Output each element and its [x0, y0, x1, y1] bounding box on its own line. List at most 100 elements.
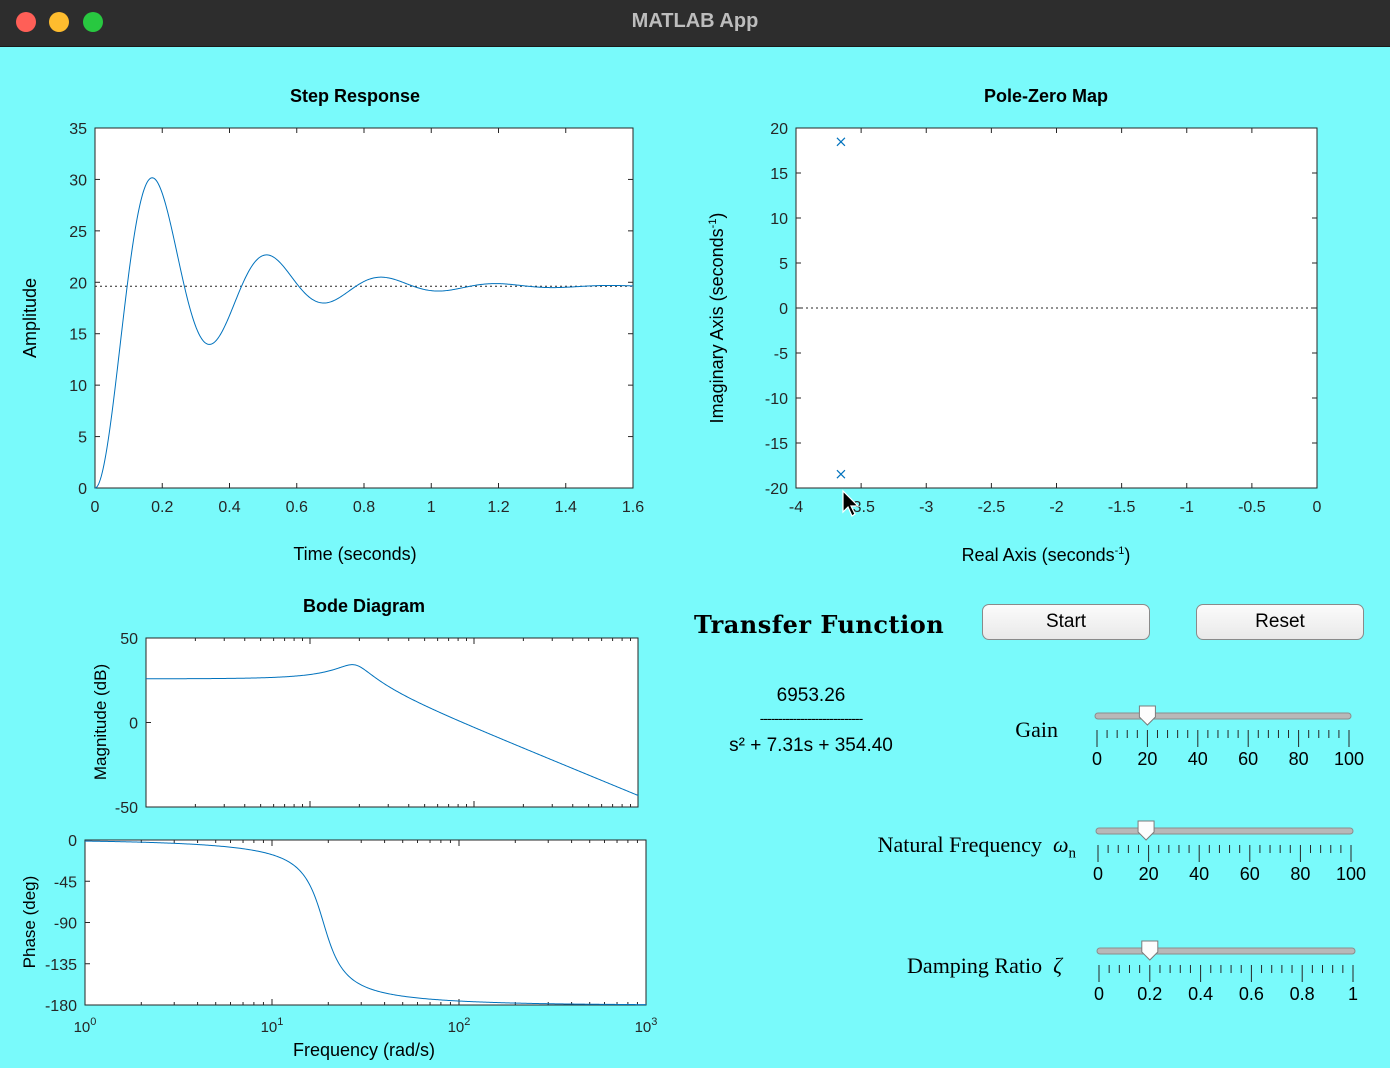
- natural-frequency-slider-ticks: [1097, 845, 1352, 862]
- step-response-ylabel: Amplitude: [20, 278, 40, 358]
- pz-ytick-label: -20: [765, 481, 788, 498]
- window-title: MATLAB App: [631, 10, 759, 32]
- step-ytick-label: 20: [69, 275, 87, 292]
- damping-ratio-slider-tick-label: 0.4: [1188, 984, 1213, 1004]
- pz-ytick-label: -15: [765, 436, 788, 453]
- pz-ytick-label: -10: [765, 391, 788, 408]
- bode-magnitude-ylabel: Magnitude (dB): [91, 664, 110, 780]
- step-response-xlabel: Time (seconds): [293, 544, 416, 564]
- pole-zero-xlabel: Real Axis (seconds-1): [962, 545, 1131, 565]
- step-xtick-label: 0: [91, 499, 100, 516]
- pole-marker: [836, 137, 846, 147]
- bode-chart[interactable]: Bode Diagram 100 101 102 103 -50 0 50 -180 -135 -…: [20, 596, 657, 1060]
- start-button[interactable]: Start: [982, 604, 1150, 640]
- gain-slider-tick-label: 80: [1289, 749, 1309, 769]
- bode-xtick-label: 101: [261, 1016, 284, 1036]
- bode-xlabel: Frequency (rad/s): [293, 1040, 435, 1060]
- natural-frequency-slider-tick-label: 40: [1189, 864, 1209, 884]
- bode-phase-ytick-label: -180: [45, 998, 77, 1015]
- bode-phase-ytick-label: -45: [54, 874, 77, 891]
- bode-phase-ytick-label: -90: [54, 916, 77, 933]
- step-response-chart[interactable]: Step Response 0 0.2 0.4 0.6 0.8 1 1.2 1.4 1.6 0 5 1…: [20, 86, 644, 564]
- pz-ytick-label: 15: [770, 166, 788, 183]
- bode-mag-ytick-label: 50: [120, 631, 138, 648]
- pz-ytick-label: -5: [774, 346, 788, 363]
- step-ytick-label: 0: [78, 481, 87, 498]
- damping-ratio-slider-track[interactable]: [1096, 947, 1356, 955]
- pz-ytick-label: 0: [779, 301, 788, 318]
- gain-slider-tick-label: 20: [1137, 749, 1157, 769]
- step-response-axes: [94, 127, 634, 489]
- pz-ytick-label: 5: [779, 256, 788, 273]
- step-xtick-label: 0.6: [286, 499, 308, 516]
- damping-ratio-slider-tick-label: 0.2: [1137, 984, 1162, 1004]
- step-xtick-label: 0.4: [218, 499, 240, 516]
- bode-mag-ytick-label: 0: [129, 716, 138, 733]
- step-xtick-label: 1.6: [622, 499, 644, 516]
- tf-numerator: 6953.26: [776, 685, 846, 706]
- step-ytick-label: 15: [69, 327, 87, 344]
- natural-frequency-slider-tick-label: 80: [1290, 864, 1310, 884]
- step-ytick-label: 30: [69, 172, 87, 189]
- bode-xtick-label: 103: [635, 1016, 658, 1036]
- natural-frequency-slider[interactable]: 0 20 40 60 80 100: [1093, 820, 1366, 884]
- step-xtick-label: 0.2: [151, 499, 173, 516]
- gain-slider[interactable]: 0 20 40 60 80 100: [1092, 705, 1364, 769]
- pole-zero-title: Pole-Zero Map: [984, 86, 1108, 106]
- natural-frequency-slider-tick-label: 100: [1336, 864, 1366, 884]
- step-ytick-label: 35: [69, 121, 87, 138]
- natural-frequency-slider-tick-label: 60: [1240, 864, 1260, 884]
- zoom-window-button[interactable]: [83, 12, 103, 32]
- natural-frequency-slider-label: Natural Frequency ωn: [877, 832, 1076, 862]
- step-xtick-label: 0.8: [353, 499, 375, 516]
- step-ytick-label: 10: [69, 378, 87, 395]
- pz-xtick-label: -4: [789, 499, 803, 516]
- pz-xtick-label: -1.5: [1108, 499, 1136, 516]
- pole-zero-chart[interactable]: Pole-Zero Map -4 -3.5 -3 -2.5 -2 -1.5 -1 -0.5 0-…: [707, 86, 1322, 565]
- step-ytick-label: 25: [69, 224, 87, 241]
- tf-divider: ----------------------------: [759, 710, 864, 726]
- tf-denominator: s² + 7.31s + 354.40: [729, 735, 893, 756]
- step-xtick-label: 1.4: [555, 499, 577, 516]
- damping-ratio-slider[interactable]: 0 0.2 0.4 0.6 0.8 1: [1094, 940, 1358, 1004]
- step-response-curve: [94, 177, 634, 489]
- step-response-title: Step Response: [290, 86, 420, 106]
- damping-ratio-slider-tick-label: 0.6: [1239, 984, 1264, 1004]
- pole-zero-ylabel: Imaginary Axis (seconds-1): [707, 213, 727, 424]
- gain-slider-tick-label: 40: [1188, 749, 1208, 769]
- bode-phase-axes: [84, 839, 647, 1006]
- pz-xtick-label: -3: [919, 499, 933, 516]
- bode-phase-curve: [84, 840, 647, 1006]
- gain-slider-tick-label: 0: [1092, 749, 1102, 769]
- pz-xtick-label: -0.5: [1238, 499, 1266, 516]
- natural-frequency-slider-thumb[interactable]: [1137, 820, 1155, 841]
- close-window-button[interactable]: [16, 12, 36, 32]
- damping-ratio-slider-thumb[interactable]: [1141, 940, 1159, 961]
- mouse-cursor: [842, 489, 860, 517]
- damping-ratio-slider-ticks: [1098, 965, 1354, 982]
- bode-phase-ytick-label: 0: [68, 833, 77, 850]
- minimize-window-button[interactable]: [49, 12, 69, 32]
- gain-slider-thumb[interactable]: [1138, 705, 1156, 726]
- bode-magnitude-axes: [145, 637, 639, 808]
- damping-ratio-slider-tick-label: 0.8: [1290, 984, 1315, 1004]
- title-bar: MATLAB App: [0, 0, 1390, 47]
- bode-phase-ylabel: Phase (deg): [20, 876, 39, 969]
- gain-slider-tick-label: 100: [1334, 749, 1364, 769]
- natural-frequency-slider-tick-label: 0: [1093, 864, 1103, 884]
- transfer-function-title: Transfer Function: [694, 610, 945, 639]
- step-xtick-label: 1.2: [487, 499, 509, 516]
- pz-xtick-label: -1: [1180, 499, 1194, 516]
- pz-ytick-label: 10: [770, 211, 788, 228]
- gain-slider-track[interactable]: [1094, 712, 1352, 720]
- natural-frequency-slider-track[interactable]: [1095, 827, 1354, 835]
- gain-slider-ticks: [1096, 730, 1350, 747]
- reset-button[interactable]: Reset: [1196, 604, 1364, 640]
- bode-title: Bode Diagram: [303, 596, 425, 616]
- damping-ratio-slider-tick-label: 0: [1094, 984, 1104, 1004]
- bode-xtick-label: 100: [74, 1016, 97, 1036]
- step-ytick-label: 5: [78, 430, 87, 447]
- bode-magnitude-curve: [146, 664, 639, 796]
- step-xtick-label: 1: [427, 499, 436, 516]
